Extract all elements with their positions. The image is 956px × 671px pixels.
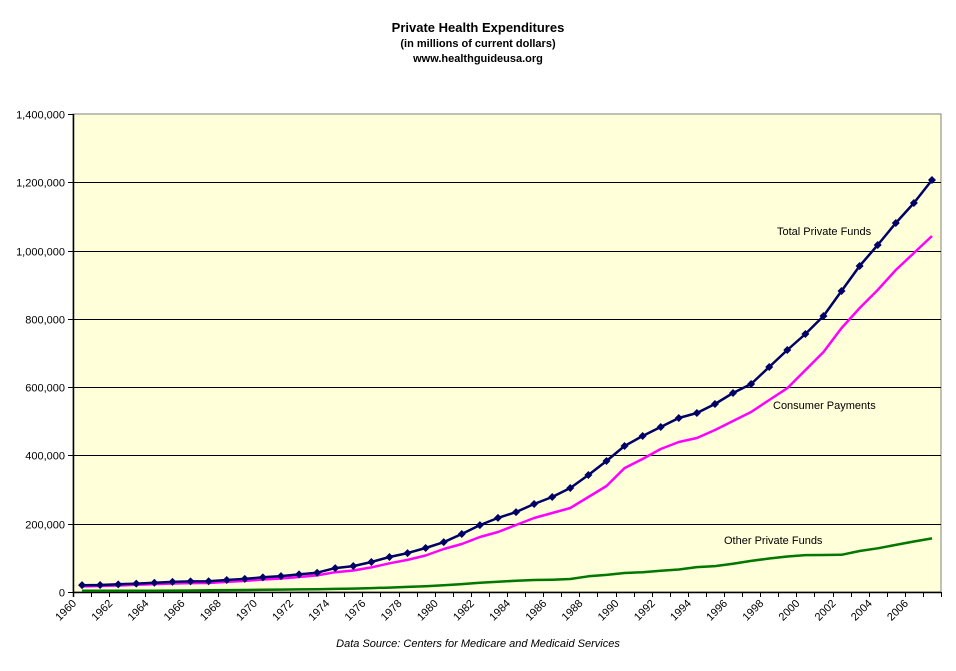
series-label: Total Private Funds — [777, 226, 872, 238]
x-tick-label: 1960 — [53, 598, 79, 624]
data-point-marker — [602, 456, 611, 465]
y-tick-label: 600,000 — [25, 383, 65, 395]
data-point-marker — [421, 543, 430, 552]
data-point-marker — [638, 432, 647, 441]
data-point-marker — [566, 484, 575, 493]
x-tick-label: 1990 — [596, 598, 622, 624]
data-point-marker — [457, 529, 466, 538]
gridlines — [73, 182, 941, 525]
y-tick-label: 0 — [59, 588, 65, 600]
x-tick-label: 1980 — [415, 598, 441, 624]
x-tick-label: 2000 — [777, 598, 803, 624]
data-point-marker — [132, 579, 141, 588]
y-tick-label: 1,400,000 — [16, 110, 65, 122]
x-tick-label: 1984 — [487, 598, 513, 624]
x-tick-label: 1970 — [234, 598, 260, 624]
x-axis: 1960 1962 1964 1966 1968 1970 1972 1974 1976 1978… — [53, 591, 942, 624]
chart-title: Private Health Expenditures — [391, 20, 565, 35]
data-point-marker — [765, 362, 774, 371]
data-point-marker — [927, 175, 936, 184]
data-point-marker — [656, 422, 665, 431]
data-source-note: Data Source: Centers for Medicare and Me… — [336, 638, 620, 650]
plot-area — [72, 113, 942, 593]
data-point-marker — [96, 581, 105, 590]
data-point-marker — [747, 380, 756, 389]
data-point-marker — [873, 241, 882, 250]
data-point-marker — [168, 577, 177, 586]
data-point-marker — [512, 508, 521, 517]
x-tick-label: 1968 — [198, 598, 224, 624]
data-point-marker — [276, 572, 285, 581]
data-point-marker — [313, 568, 322, 577]
x-tick-label: 1976 — [343, 598, 369, 624]
chart-subtitle: (in millions of current dollars) — [400, 38, 556, 50]
x-tick-label: 1994 — [668, 598, 694, 624]
y-tick-label: 1,000,000 — [16, 247, 65, 259]
x-tick-label: 1996 — [704, 598, 730, 624]
data-point-marker — [530, 500, 539, 509]
x-tick-label: 2006 — [885, 598, 911, 624]
data-point-marker — [909, 199, 918, 208]
x-tick-label: 1966 — [162, 598, 188, 624]
data-point-marker — [295, 570, 304, 579]
data-point-marker — [855, 262, 864, 271]
data-point-marker — [584, 470, 593, 479]
series-label: Other Private Funds — [724, 535, 823, 547]
data-point-marker — [837, 286, 846, 295]
data-point-marker — [674, 414, 683, 423]
data-point-marker — [801, 330, 810, 339]
data-point-marker — [222, 576, 231, 585]
data-point-marker — [150, 578, 159, 587]
x-tick-label: 1974 — [306, 598, 332, 624]
data-point-marker — [331, 564, 340, 573]
series-label: Consumer Payments — [773, 400, 876, 412]
x-tick-label: 1978 — [379, 598, 405, 624]
data-point-marker — [891, 218, 900, 227]
x-tick-label: 1972 — [270, 598, 296, 624]
y-tick-label: 400,000 — [25, 451, 65, 463]
x-tick-label: 2004 — [849, 598, 875, 624]
data-point-marker — [186, 577, 195, 586]
data-point-marker — [819, 311, 828, 320]
data-point-marker — [729, 389, 738, 398]
series-lines — [78, 175, 936, 593]
data-point-marker — [710, 400, 719, 409]
x-tick-label: 1962 — [89, 598, 115, 624]
data-point-marker — [258, 573, 267, 582]
data-point-marker — [349, 562, 358, 571]
series-line-other-private-funds — [82, 537, 933, 593]
data-point-marker — [493, 513, 502, 522]
x-tick-label: 1964 — [126, 598, 152, 624]
y-axis: 0 200,000 400,000 600,000 800,000 1,000,000 1,… — [16, 110, 75, 600]
series-labels: Total Private Funds Consumer Payments Othe… — [724, 226, 876, 547]
data-point-marker — [439, 538, 448, 547]
data-point-marker — [114, 580, 123, 589]
data-point-marker — [385, 553, 394, 562]
data-point-marker — [204, 577, 213, 586]
x-tick-label: 1986 — [523, 598, 549, 624]
y-tick-label: 800,000 — [25, 315, 65, 327]
data-point-marker — [475, 521, 484, 530]
data-point-marker — [240, 574, 249, 583]
x-tick-label: 2002 — [813, 598, 839, 624]
x-tick-label: 1988 — [560, 598, 586, 624]
x-tick-label: 1982 — [451, 598, 477, 624]
y-tick-label: 200,000 — [25, 520, 65, 532]
data-point-marker — [548, 493, 557, 502]
data-point-marker — [692, 408, 701, 417]
data-point-marker — [367, 557, 376, 566]
data-point-marker — [783, 345, 792, 354]
x-tick-label: 1992 — [632, 598, 658, 624]
x-tick-label: 1998 — [740, 598, 766, 624]
y-tick-label: 1,200,000 — [16, 178, 65, 190]
data-point-marker — [620, 442, 629, 451]
series-line-consumer-payments — [81, 235, 933, 588]
chart-website: www.healthguideusa.org — [413, 53, 543, 65]
data-point-marker — [403, 549, 412, 558]
data-point-marker — [78, 581, 87, 590]
